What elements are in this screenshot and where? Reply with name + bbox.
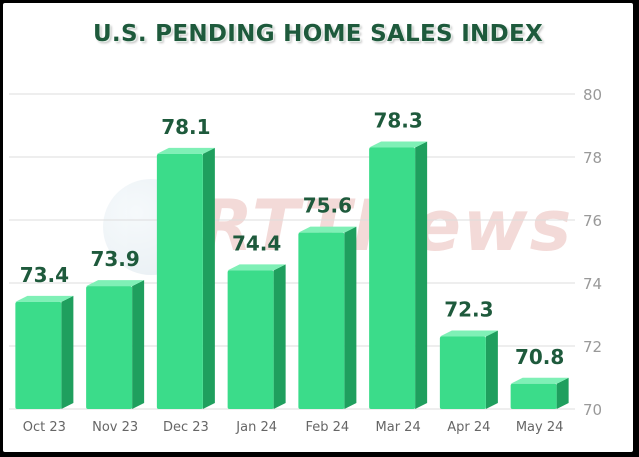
bar [439,336,486,409]
y-tick-label: 70 [583,401,602,419]
chart-frame: RTTNews U.S. PENDING HOME SALES INDEX 70… [3,3,633,452]
bar-top [227,264,286,271]
bar-top [439,330,498,337]
bar-side [61,295,74,409]
y-tick-label: 72 [583,338,602,356]
bar-side [344,226,357,409]
bar-side [485,330,498,409]
y-tick-label: 76 [583,212,602,230]
x-tick-label: Nov 23 [92,420,138,435]
bar [510,383,557,409]
chart-title: U.S. PENDING HOME SALES INDEX [92,21,544,47]
bar-top [86,280,145,287]
bar-chart: 70 72 74 76 78 80 73.4 Oct 23 73.9 Nov 23 78.1 Dec … [9,86,602,435]
y-tick-label: 80 [583,86,602,104]
bar-top [510,377,569,384]
bar-top [369,141,428,148]
bar [156,153,203,409]
bar-top [156,147,215,154]
bar [369,147,416,410]
bar-side [202,147,215,409]
x-tick-label: Mar 24 [376,420,421,435]
bar-side [132,280,145,409]
y-tick-label: 74 [583,275,602,293]
bar [298,232,345,409]
data-label: 70.8 [515,345,564,369]
bar [86,286,133,409]
x-tick-label: Oct 23 [23,420,66,435]
data-label: 74.4 [232,231,281,255]
data-label: 78.1 [161,115,210,139]
y-tick-label: 78 [583,149,602,167]
x-tick-label: May 24 [516,420,564,435]
bar-top [15,295,74,302]
bar-top [298,226,357,233]
bar-side [415,141,428,410]
data-label: 73.9 [90,247,139,271]
data-label: 72.3 [444,298,493,322]
x-tick-label: Dec 23 [163,420,209,435]
x-tick-label: Feb 24 [306,420,350,435]
bar-side [273,264,286,409]
bar [15,301,62,409]
bar [227,270,274,409]
data-label: 78.3 [373,109,422,133]
data-label: 75.6 [303,194,352,218]
x-tick-label: Apr 24 [447,420,490,435]
bar-side [556,377,569,409]
x-tick-label: Jan 24 [235,420,277,435]
data-label: 73.4 [20,263,69,287]
